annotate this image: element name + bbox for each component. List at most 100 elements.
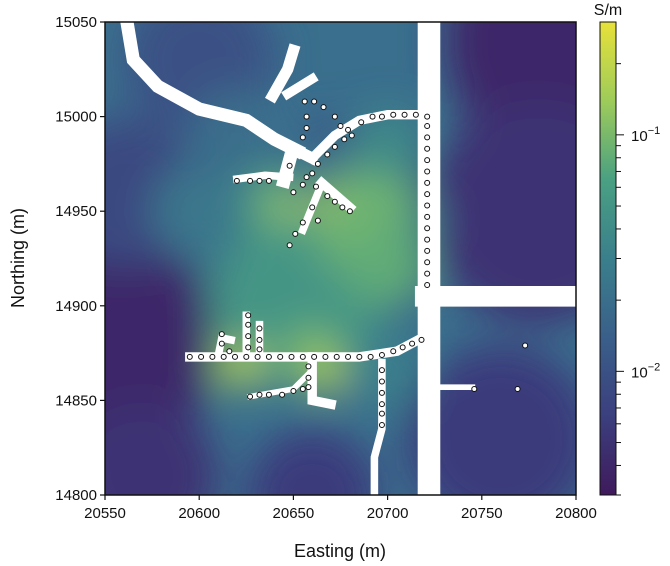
station-marker [305, 363, 312, 370]
colorbar-labels: 10−1 10−2 [631, 125, 660, 382]
field-blob [425, 98, 576, 325]
colorbar-frame [599, 21, 617, 496]
station-marker [358, 119, 365, 126]
station-marker [424, 157, 431, 164]
y-tick-label: 15000 [55, 109, 97, 126]
station-marker [305, 384, 312, 391]
station-marker [309, 170, 316, 177]
station-marker [256, 346, 263, 353]
station-marker [303, 113, 310, 120]
station-marker [424, 191, 431, 198]
colorbar-tick-label: 10−2 [631, 361, 660, 381]
field-blob [105, 230, 219, 457]
station-marker [279, 391, 286, 398]
station-marker [348, 132, 355, 139]
station-marker [424, 179, 431, 186]
station-marker [324, 193, 331, 200]
station-marker [401, 111, 408, 118]
station-marker [378, 113, 385, 120]
station-marker [409, 340, 416, 347]
x-tick-label: 20650 [273, 505, 315, 522]
colorbar-tick-label: 10−1 [631, 125, 660, 145]
station-marker [378, 421, 385, 428]
station-marker [378, 378, 385, 385]
station-marker [245, 344, 252, 351]
station-marker [198, 353, 205, 360]
station-marker [245, 333, 252, 340]
station-marker [311, 98, 318, 105]
station-marker [337, 123, 344, 130]
station-marker [226, 348, 233, 355]
x-tick-label: 20750 [461, 505, 503, 522]
station-marker [233, 177, 240, 184]
station-marker [314, 160, 321, 167]
station-marker [218, 340, 225, 347]
station-marker [378, 401, 385, 408]
y-tick-label: 14800 [55, 487, 97, 504]
station-marker [245, 321, 252, 328]
station-marker [424, 145, 431, 152]
station-marker [218, 331, 225, 338]
station-marker [322, 353, 329, 360]
station-marker [424, 225, 431, 232]
station-marker [247, 393, 254, 400]
station-marker [424, 202, 431, 209]
station-marker [331, 143, 338, 150]
station-marker [290, 387, 297, 394]
station-marker [378, 410, 385, 417]
station-marker [299, 219, 306, 226]
tunnel-segment [120, 22, 307, 160]
station-marker [346, 208, 353, 215]
tunnel-segment [281, 72, 319, 101]
x-tick-label: 20800 [555, 505, 597, 522]
x-tick-label: 20700 [367, 505, 409, 522]
plot-frame [104, 21, 577, 496]
station-marker [424, 247, 431, 254]
field-blob [105, 400, 219, 495]
y-tick-label: 14950 [55, 203, 97, 220]
station-marker [424, 259, 431, 266]
station-marker [369, 113, 376, 120]
station-marker [303, 174, 310, 181]
station-marker [299, 181, 306, 188]
station-marker [186, 353, 193, 360]
station-marker [286, 242, 293, 249]
station-marker [522, 342, 529, 349]
station-marker [292, 230, 299, 237]
station-marker [378, 367, 385, 374]
station-marker [256, 325, 263, 332]
station-marker [305, 374, 312, 381]
station-marker [514, 386, 521, 393]
station-marker [256, 177, 263, 184]
tunnel-segment [264, 43, 301, 104]
station-marker [209, 353, 216, 360]
station-marker [288, 353, 295, 360]
station-marker [424, 168, 431, 175]
tunnel-segment [213, 333, 236, 362]
station-marker [424, 213, 431, 220]
station-marker [265, 391, 272, 398]
station-marker [424, 270, 431, 277]
station-marker [220, 353, 227, 360]
station-marker [418, 336, 425, 343]
station-marker [345, 126, 352, 133]
x-axis-label: Easting (m) [294, 541, 386, 561]
station-marker [313, 183, 320, 190]
station-marker [424, 281, 431, 288]
station-marker [299, 134, 306, 141]
station-marker [309, 204, 316, 211]
station-marker [331, 198, 338, 205]
station-marker [378, 351, 385, 358]
station-marker [390, 348, 397, 355]
station-marker [378, 389, 385, 396]
colorbar-unit-label: S/m [594, 2, 622, 19]
station-marker [324, 151, 331, 158]
tunnel-segment [315, 176, 357, 215]
station-marker [471, 386, 478, 393]
station-marker [390, 111, 397, 118]
station-marker [331, 113, 338, 120]
station-marker [299, 353, 306, 360]
colorbar-minor-ticks [616, 63, 624, 496]
y-axis: 14800 14850 14900 14950 15000 15050 [55, 14, 105, 504]
station-marker [341, 136, 348, 143]
